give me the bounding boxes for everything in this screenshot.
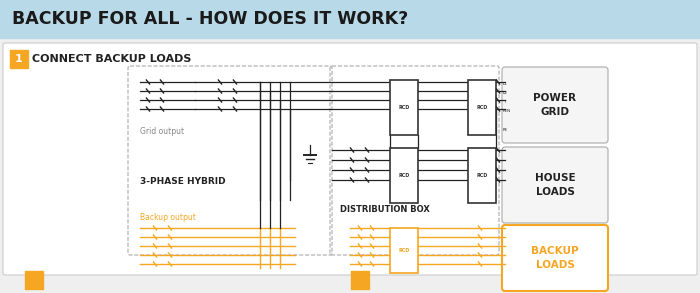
Text: Backup output: Backup output [140,214,196,222]
Bar [351,271,370,289]
FancyBboxPatch shape [502,225,608,291]
Bar [10,50,28,68]
Text: L2: L2 [503,91,508,95]
Text: POWER
GRID: POWER GRID [533,93,577,117]
Bar [0,0,700,38]
Bar [390,80,418,135]
Text: RCD: RCD [477,105,488,110]
Text: Grid output: Grid output [140,127,184,137]
Bar [468,80,496,135]
Text: PE: PE [503,128,508,132]
Text: HOUSE
LOADS: HOUSE LOADS [535,173,575,197]
Bar [25,271,43,289]
Text: CONNECT BACKUP LOADS: CONNECT BACKUP LOADS [32,54,191,64]
Text: RCD: RCD [477,173,488,178]
Bar [468,148,496,203]
Text: BACKUP
LOADS: BACKUP LOADS [531,246,579,270]
Text: 1: 1 [15,54,23,64]
Text: BACKUP FOR ALL - HOW DOES IT WORK?: BACKUP FOR ALL - HOW DOES IT WORK? [12,10,408,28]
Text: T: T [503,100,505,104]
Text: 3-PHASE HYBRID: 3-PHASE HYBRID [140,178,225,187]
Text: RCD: RCD [398,105,409,110]
Text: L1: L1 [503,82,507,86]
Text: PEN: PEN [503,109,511,113]
Text: RCD: RCD [398,173,409,178]
FancyBboxPatch shape [502,147,608,223]
Bar [390,148,418,203]
Text: RCD: RCD [398,248,409,253]
Bar [390,228,418,273]
FancyBboxPatch shape [502,67,608,143]
FancyBboxPatch shape [3,43,697,275]
Text: DISTRIBUTION BOX: DISTRIBUTION BOX [340,205,430,214]
